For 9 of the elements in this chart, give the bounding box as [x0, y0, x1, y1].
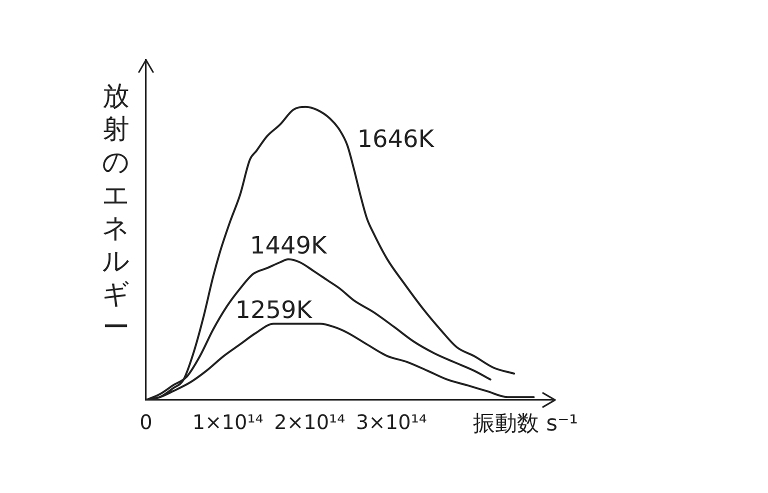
x-tick-label: 0	[140, 410, 152, 434]
y-axis-title: 放射のエネルギー	[101, 80, 131, 344]
series-label: 1646K	[357, 125, 436, 154]
x-tick-label: 2×10¹⁴	[274, 410, 346, 434]
series-label: 1259K	[235, 296, 314, 324]
series-label: 1449K	[250, 231, 328, 260]
x-tick-label: 1×10¹⁴	[192, 410, 264, 434]
x-tick-label: 3×10¹⁴	[356, 410, 427, 434]
x-axis-title: 振動数 s⁻¹	[473, 412, 578, 437]
